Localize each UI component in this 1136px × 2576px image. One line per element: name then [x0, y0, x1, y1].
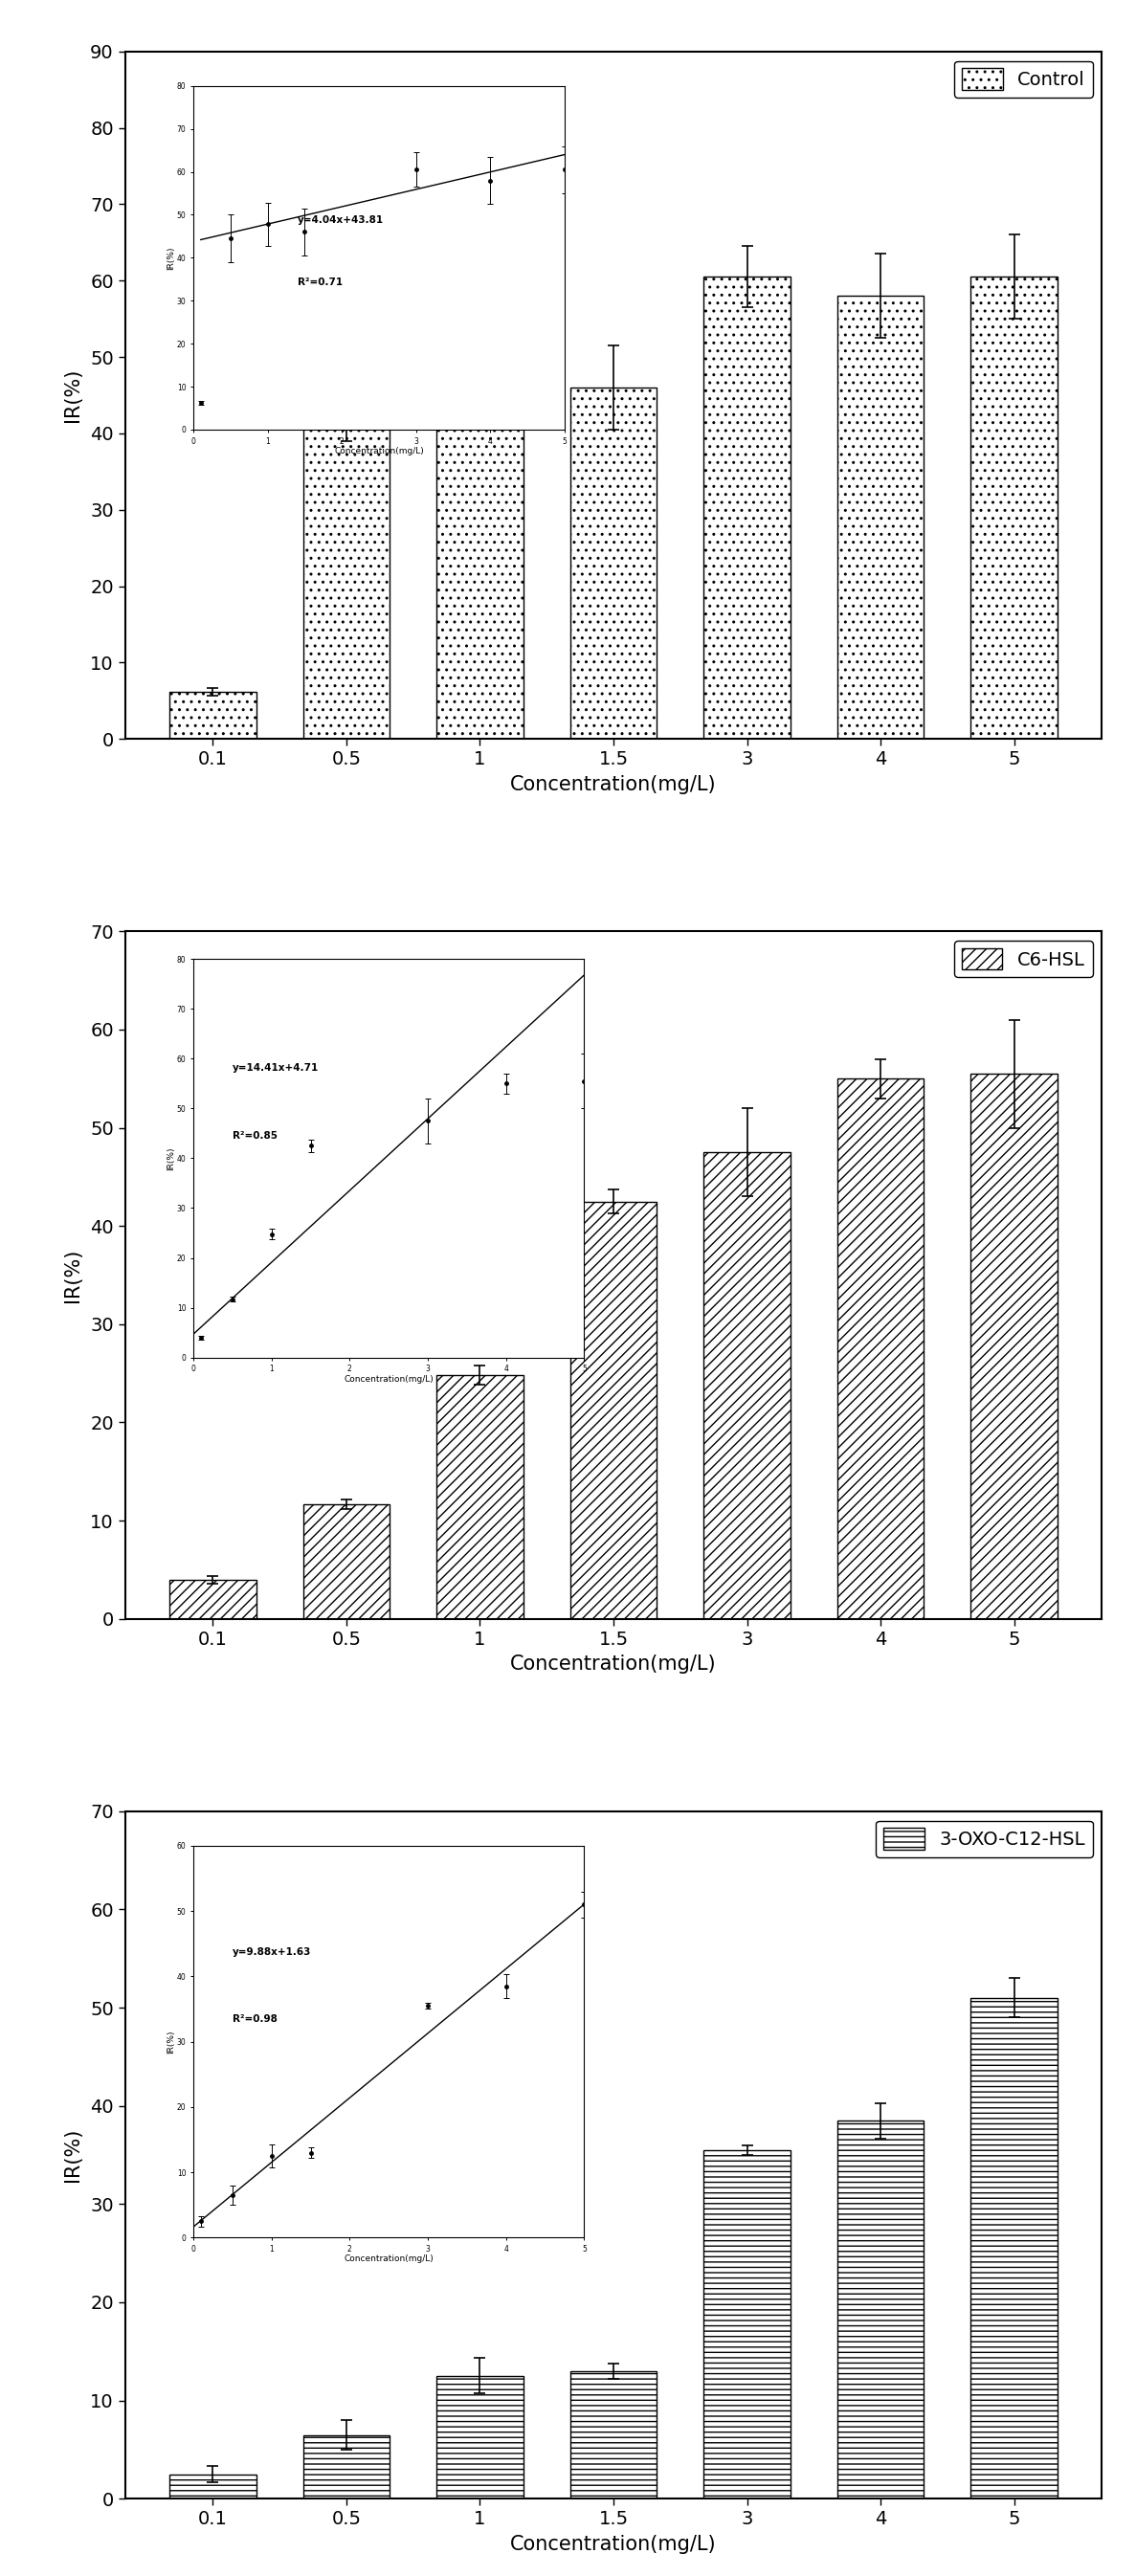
- Bar: [837, 2120, 924, 2499]
- Bar: [436, 2375, 524, 2499]
- Bar: [436, 1376, 524, 1618]
- Bar: [303, 2434, 390, 2499]
- Bar: [703, 276, 791, 739]
- Bar: [970, 1074, 1058, 1618]
- Bar: [570, 386, 657, 739]
- X-axis label: Concentration(mg/L): Concentration(mg/L): [510, 775, 717, 793]
- Legend: 3-OXO-C12-HSL: 3-OXO-C12-HSL: [876, 1821, 1093, 1857]
- Bar: [703, 2151, 791, 2499]
- Y-axis label: IR(%): IR(%): [62, 368, 82, 422]
- Bar: [570, 1200, 657, 1618]
- X-axis label: Concentration(mg/L): Concentration(mg/L): [510, 1654, 717, 1674]
- Bar: [169, 2473, 257, 2499]
- Bar: [837, 296, 924, 739]
- Legend: Control: Control: [954, 62, 1093, 98]
- Bar: [436, 374, 524, 739]
- Bar: [303, 399, 390, 739]
- Y-axis label: IR(%): IR(%): [62, 2128, 82, 2182]
- Legend: C6-HSL: C6-HSL: [954, 940, 1093, 976]
- Bar: [970, 276, 1058, 739]
- Bar: [303, 1504, 390, 1618]
- Y-axis label: IR(%): IR(%): [62, 1249, 82, 1301]
- X-axis label: Concentration(mg/L): Concentration(mg/L): [510, 2535, 717, 2553]
- Bar: [970, 1999, 1058, 2499]
- Bar: [169, 1579, 257, 1618]
- Bar: [169, 690, 257, 739]
- Bar: [837, 1079, 924, 1618]
- Bar: [570, 2370, 657, 2499]
- Bar: [703, 1151, 791, 1618]
